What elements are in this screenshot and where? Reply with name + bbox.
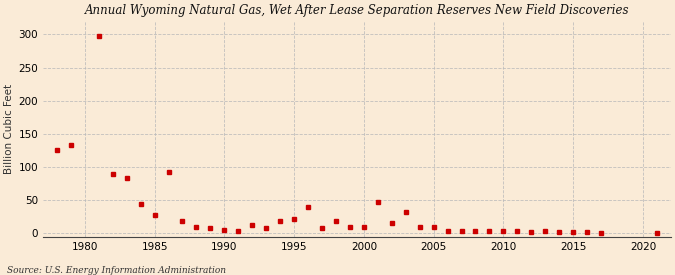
- Title: Annual Wyoming Natural Gas, Wet After Lease Separation Reserves New Field Discov: Annual Wyoming Natural Gas, Wet After Le…: [84, 4, 629, 17]
- Y-axis label: Billion Cubic Feet: Billion Cubic Feet: [4, 84, 14, 174]
- Text: Source: U.S. Energy Information Administration: Source: U.S. Energy Information Administ…: [7, 266, 225, 275]
